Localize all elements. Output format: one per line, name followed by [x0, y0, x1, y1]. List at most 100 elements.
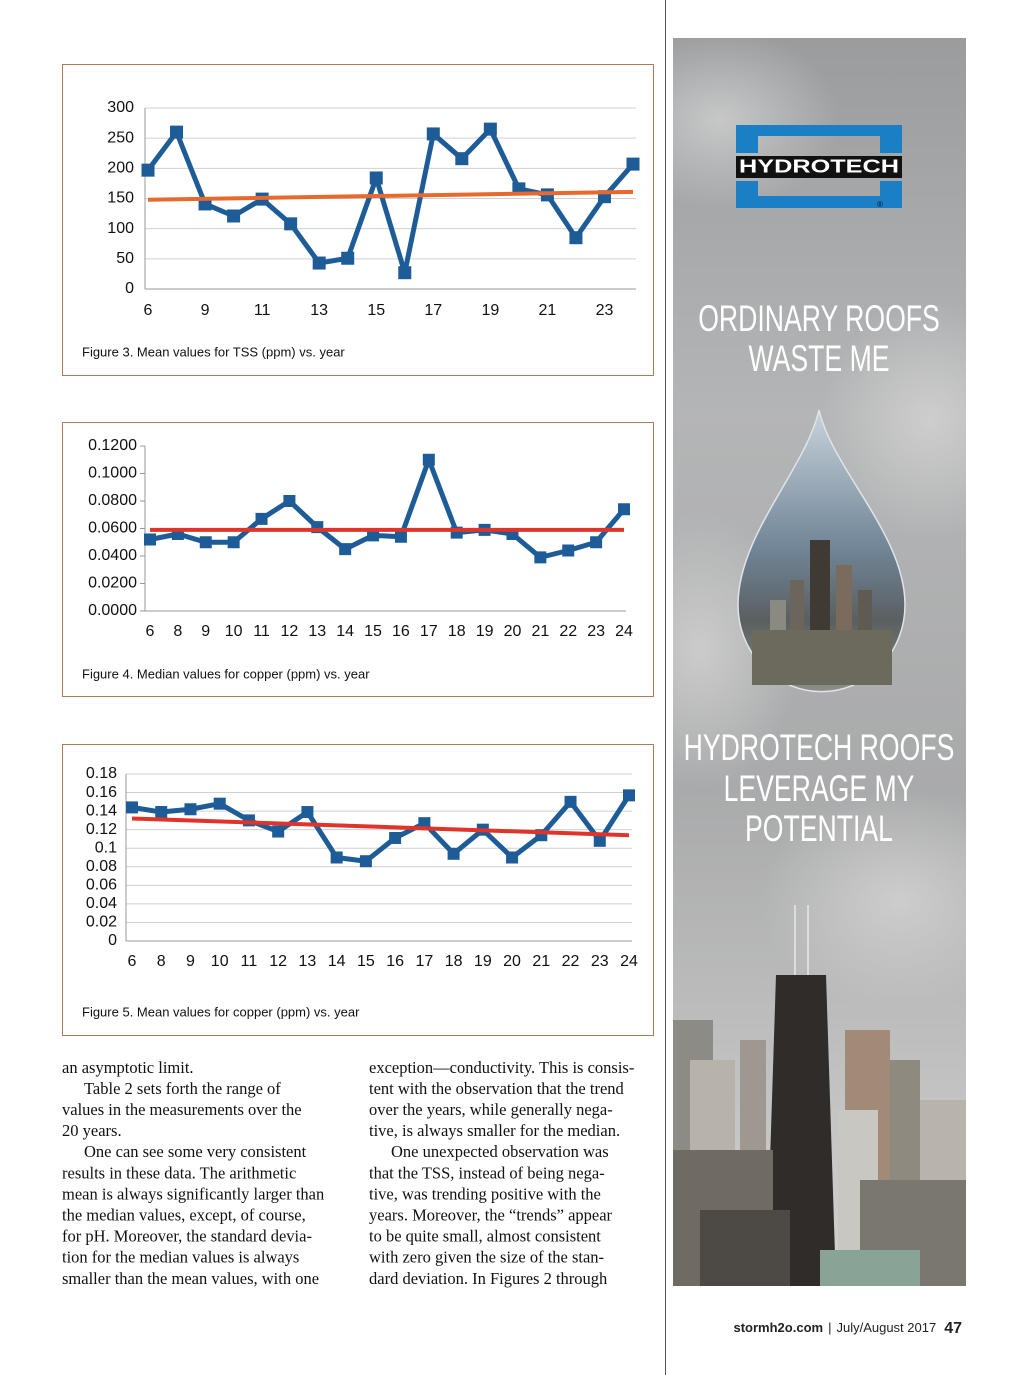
x-tick-label: 8 [157, 953, 166, 970]
x-tick-label: 17 [420, 623, 438, 640]
data-point [626, 157, 640, 171]
ad-line-group: WASTE ME [748, 337, 889, 378]
body-line: dard deviation. In Figures 2 through [369, 1269, 608, 1288]
x-tick-label: 22 [559, 623, 577, 640]
y-tick-label: 0.08 [86, 858, 117, 875]
ad-line-group: POTENTIAL [745, 807, 893, 848]
data-point [227, 209, 241, 223]
y-tick-label: 0.1 [95, 839, 117, 856]
data-point [341, 251, 355, 265]
page-footer: stormh2o.com | July/August 2017 47 [734, 1320, 963, 1337]
x-tick-label: 12 [269, 953, 287, 970]
y-tick-label: 100 [107, 220, 134, 237]
logo-text: HYDROTECH [739, 156, 899, 176]
y-tick-label: 0.04 [86, 895, 117, 912]
x-tick-label: 14 [336, 623, 354, 640]
y-tick-label: 0 [125, 280, 134, 297]
x-tick-label: 16 [386, 953, 404, 970]
drop-city [752, 540, 892, 685]
data-point [562, 544, 575, 557]
data-point [199, 536, 212, 549]
figure-caption: Figure 4. Median values for copper (ppm)… [82, 666, 370, 681]
y-tick-label: 0.1000 [88, 465, 137, 482]
ad-tagline: LEVERAGE MY [724, 767, 915, 808]
data-point [394, 530, 407, 543]
x-tick-label: 15 [364, 623, 382, 640]
data-point [330, 851, 343, 864]
data-point [398, 266, 412, 280]
body-line: an asymptotic limit. [62, 1058, 194, 1077]
cloud [673, 38, 840, 210]
data-point [564, 795, 577, 808]
x-tick-label: 6 [146, 623, 155, 640]
body-line: for pH. Moreover, the standard devia- [62, 1227, 312, 1246]
data-point [422, 453, 435, 466]
data-point [155, 806, 168, 819]
city-skyline [673, 905, 966, 1286]
trendline [131, 816, 630, 838]
y-tick-label: 0.0000 [88, 602, 137, 619]
body-line: over the years, while generally nega- [369, 1100, 613, 1119]
x-tick-label: 17 [415, 953, 433, 970]
x-tick-label: 9 [201, 302, 210, 319]
site: stormh2o.com [734, 1320, 824, 1335]
x-tick-label: 11 [241, 953, 258, 970]
data-point [359, 855, 372, 868]
x-tick-label: 11 [254, 302, 271, 319]
x-tick-label: 14 [328, 953, 346, 970]
y-tick-label: 50 [116, 250, 134, 267]
chart: 00.020.040.060.080.10.120.140.160.186 8 9 1… [82, 765, 638, 1019]
series-line [149, 457, 626, 560]
issue: July/August 2017 [836, 1320, 936, 1335]
x-tick-label: 10 [211, 953, 229, 970]
data-point [141, 163, 155, 177]
x-tick-label: 12 [281, 623, 299, 640]
data-point [184, 803, 197, 816]
body-line: One unexpected observation was [391, 1142, 609, 1161]
x-tick-label: 15 [367, 302, 385, 319]
data-point [447, 847, 460, 860]
body-line: tive, was trending positive with the [369, 1184, 601, 1203]
y-tick-label: 0.0600 [88, 520, 137, 537]
data-point [506, 851, 519, 864]
data-point [623, 789, 635, 802]
ad-headline: ORDINARY ROOFS [698, 297, 940, 338]
data-point [590, 536, 603, 549]
series-line [146, 126, 635, 276]
body-line: years. Moreover, the “trends” appear [369, 1205, 613, 1224]
x-tick-label: 13 [308, 623, 326, 640]
data-point [301, 806, 314, 819]
data-point [593, 834, 606, 847]
body-line: with zero given the size of the stan- [369, 1248, 604, 1267]
chart: 0 50 100 150 200 250 300 6 9 11 13 15 17 19 21 23 Figure… [82, 99, 640, 359]
figure-frame [62, 422, 654, 697]
x-tick-label: 10 [225, 623, 243, 640]
body-line: Table 2 sets forth the range of [84, 1079, 281, 1098]
figure-caption: Figure 3. Mean values for TSS (ppm) vs. … [82, 344, 345, 359]
data-point [455, 152, 469, 166]
ad-tagline: POTENTIAL [745, 807, 893, 848]
data-point [426, 127, 440, 141]
y-tick-label: 0.18 [86, 765, 117, 782]
x-tick-label: 21 [531, 623, 549, 640]
body-line: that the TSS, instead of being nega- [369, 1163, 605, 1182]
body-line: the median values, except, of course, [62, 1205, 306, 1224]
x-tick-label: 18 [448, 623, 466, 640]
data-point [483, 122, 497, 136]
x-tick-label: 24 [620, 953, 638, 970]
data-point [369, 171, 383, 185]
data-point [569, 231, 583, 245]
data-point [170, 125, 184, 139]
body-line: 20 years. [62, 1121, 122, 1140]
y-tick-label: 0.02 [86, 914, 117, 931]
y-tick-label: 0.0200 [88, 575, 137, 592]
x-tick-label: 21 [532, 953, 550, 970]
ad-line-group: ORDINARY ROOFS [698, 297, 940, 338]
ad-tagline: HYDROTECH ROOFS [684, 726, 955, 767]
body-line: tive, is always smaller for the median. [369, 1121, 620, 1140]
figure-frame [62, 744, 654, 1036]
